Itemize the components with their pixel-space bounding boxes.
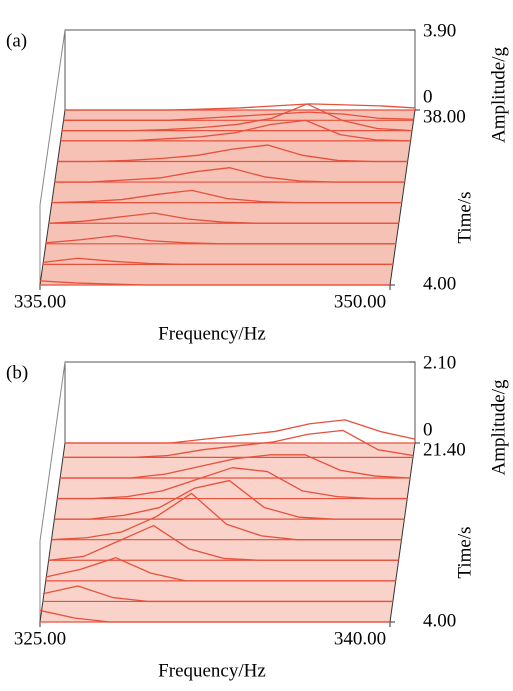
y-tick-label: 4.00 bbox=[423, 610, 456, 631]
spectrum-curve bbox=[57, 467, 408, 500]
y-tick-label: 21.40 bbox=[423, 439, 466, 460]
z-tick-label: 0 bbox=[423, 86, 433, 107]
spectrum-curve bbox=[60, 454, 411, 479]
spectrum-curve bbox=[65, 419, 416, 444]
spectrum-curve bbox=[42, 257, 393, 266]
x-tick-label: 325.00 bbox=[14, 628, 66, 649]
spectrum-curve bbox=[51, 189, 402, 204]
y-axis-title: Time/s bbox=[454, 191, 475, 243]
panel-label: (b) bbox=[6, 362, 28, 383]
panel-label: (a) bbox=[6, 30, 27, 51]
y-axis-title: Time/s bbox=[454, 526, 475, 578]
spectrum-curve bbox=[62, 103, 413, 132]
spectrum-curve bbox=[60, 119, 411, 142]
spectrum-curve bbox=[42, 585, 393, 603]
y-tick-label: 4.00 bbox=[423, 273, 456, 294]
spectrum-curve bbox=[39, 609, 390, 623]
back-wall bbox=[64, 29, 416, 110]
spectrum-curve bbox=[48, 212, 399, 224]
spectrum-curve bbox=[57, 144, 408, 163]
z-axis-title: Amplitude/g bbox=[488, 46, 509, 143]
spectrum-curve bbox=[54, 479, 405, 520]
spectrum-curve bbox=[45, 557, 396, 582]
back-wall bbox=[64, 361, 416, 443]
y-tick-label: 38.00 bbox=[423, 106, 466, 127]
spectrum-curve bbox=[65, 103, 416, 111]
spectrum-curve bbox=[39, 280, 390, 286]
z-tick-label: 3.90 bbox=[423, 20, 456, 41]
spectrum-curve bbox=[51, 492, 402, 541]
x-tick-label: 340.00 bbox=[334, 628, 386, 649]
z-axis-title: Amplitude/g bbox=[488, 379, 509, 476]
spectrum-curve bbox=[45, 234, 396, 245]
x-axis-title: Frequency/Hz bbox=[158, 660, 266, 681]
z-tick-label: 0 bbox=[423, 419, 433, 440]
z-tick-label: 2.10 bbox=[423, 352, 456, 373]
left-edge bbox=[39, 361, 66, 542]
spectrum-curve bbox=[48, 524, 399, 561]
left-edge bbox=[39, 29, 66, 206]
spectrum-curve bbox=[63, 111, 414, 121]
x-axis-title: Frequency/Hz bbox=[158, 323, 266, 344]
x-tick-label: 335.00 bbox=[14, 291, 66, 312]
x-tick-label: 350.00 bbox=[334, 291, 386, 312]
spectrum-curve bbox=[54, 167, 405, 183]
floor bbox=[39, 109, 416, 286]
spectrum-curve bbox=[62, 429, 414, 459]
